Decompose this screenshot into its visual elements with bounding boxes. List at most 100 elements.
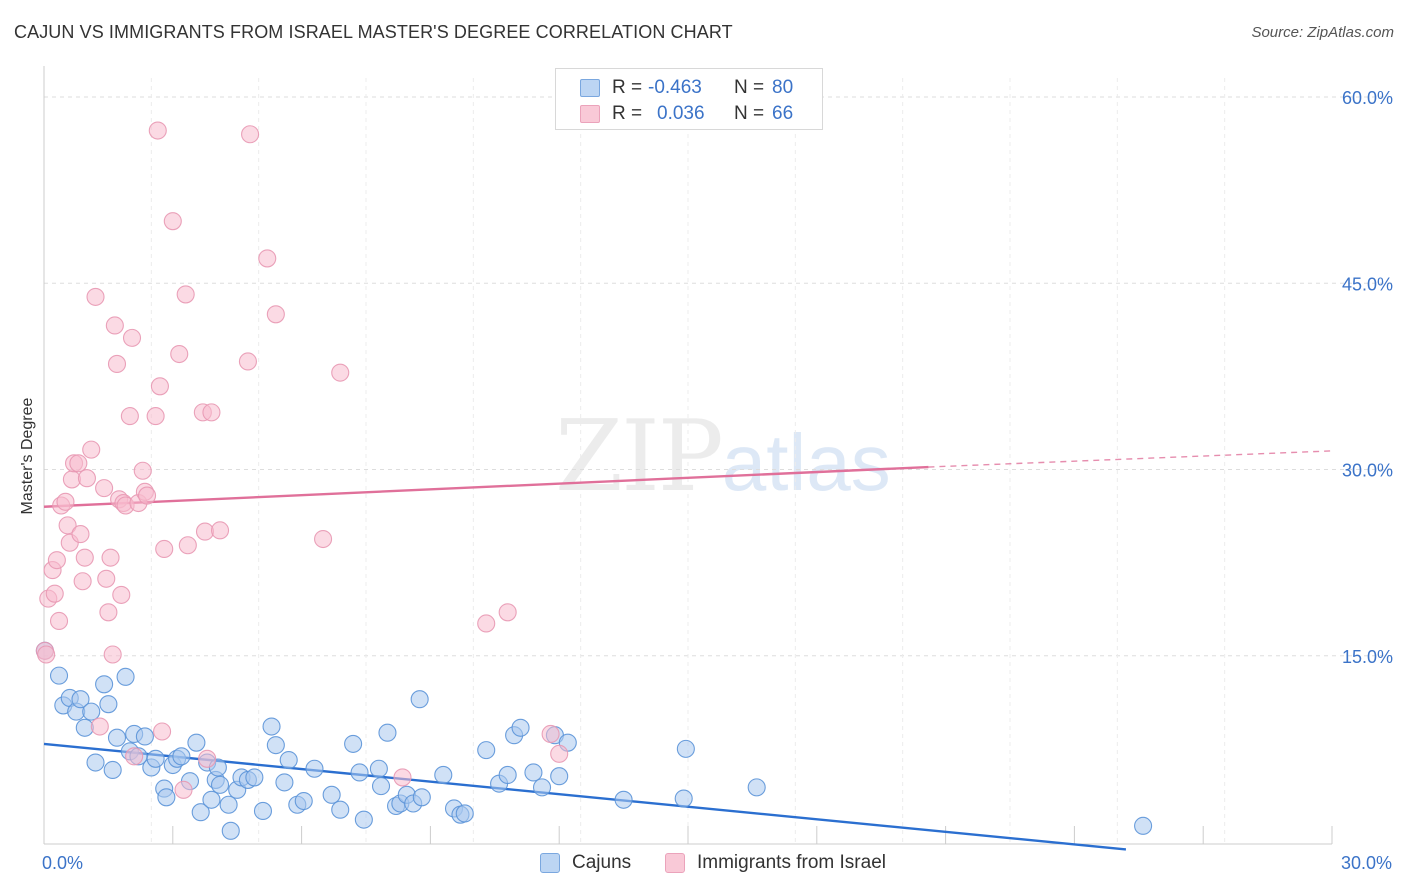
y-tick-label: 15.0% bbox=[1342, 647, 1393, 667]
cajun-point bbox=[187, 733, 206, 752]
axes bbox=[43, 66, 1333, 845]
israel-point bbox=[266, 305, 285, 324]
israel-trend-extension bbox=[928, 450, 1333, 468]
israel-point bbox=[150, 377, 169, 396]
cajun-point bbox=[202, 790, 221, 809]
cajun-point bbox=[676, 739, 695, 758]
israel-point bbox=[258, 249, 277, 268]
gridlines bbox=[44, 78, 1395, 842]
israel-point bbox=[62, 470, 81, 489]
cajun-point bbox=[49, 666, 69, 685]
israel-point bbox=[69, 454, 88, 473]
israel-point bbox=[153, 722, 172, 741]
correlation-legend: R = -0.463 N = 80 R = 0.036 N = 66 bbox=[555, 68, 823, 130]
israel-point bbox=[103, 645, 122, 664]
cajun-point bbox=[245, 768, 264, 787]
x-tick-label: 0.0% bbox=[42, 853, 83, 873]
israel-point bbox=[163, 212, 182, 231]
cajun-point bbox=[344, 734, 363, 753]
y-tick-label: 45.0% bbox=[1342, 274, 1393, 294]
cajun-point bbox=[410, 690, 429, 709]
israel-point bbox=[195, 522, 215, 541]
cajun-point bbox=[86, 753, 105, 772]
cajun-point bbox=[191, 803, 210, 822]
cajun-point bbox=[221, 821, 240, 840]
legend-r-value: 0.036 bbox=[657, 103, 705, 124]
cajun-point bbox=[455, 804, 474, 823]
watermark-light: atlas bbox=[721, 418, 891, 507]
legend-r-label: R = bbox=[612, 103, 643, 124]
israel-point bbox=[73, 572, 92, 591]
israel-point bbox=[155, 539, 174, 559]
cajun-point bbox=[1134, 816, 1153, 835]
israel-point bbox=[82, 440, 101, 459]
cajun-point bbox=[477, 741, 496, 760]
israel-point bbox=[238, 352, 257, 371]
cajun-point bbox=[747, 778, 766, 797]
israel-point bbox=[541, 724, 560, 744]
israel-point bbox=[210, 521, 230, 540]
cajun-point bbox=[99, 695, 118, 714]
israel-point bbox=[77, 469, 96, 488]
cajun-point bbox=[275, 773, 294, 792]
y-tick-label: 30.0% bbox=[1342, 461, 1393, 481]
israel-point bbox=[146, 407, 165, 426]
cajun-point bbox=[262, 717, 281, 736]
cajun-point bbox=[550, 767, 569, 786]
israel-point bbox=[107, 354, 127, 374]
israel-point bbox=[120, 407, 139, 426]
israel-point bbox=[95, 479, 114, 498]
israel-point bbox=[97, 569, 116, 588]
israel-point bbox=[178, 536, 197, 555]
israel-point bbox=[133, 461, 152, 480]
cajun-point bbox=[532, 778, 552, 797]
israel-point bbox=[56, 492, 75, 511]
israel-point bbox=[393, 768, 412, 787]
cajun-point bbox=[253, 801, 273, 821]
israel-trend-line bbox=[43, 465, 929, 508]
legend-n-label: N = bbox=[734, 103, 765, 124]
y-tick-label: 60.0% bbox=[1342, 88, 1393, 108]
cajun-point bbox=[172, 747, 191, 766]
cajun-point bbox=[103, 760, 122, 780]
watermark: ZIPatlas bbox=[555, 400, 891, 514]
cajun-point bbox=[498, 765, 517, 785]
israel-point bbox=[47, 551, 66, 570]
legend-r-label: R = bbox=[612, 77, 643, 98]
legend-swatch-cajuns bbox=[540, 853, 560, 873]
israel-point bbox=[202, 403, 221, 422]
israel-point bbox=[45, 584, 64, 603]
israel-point bbox=[86, 287, 105, 306]
x-tick-label: 30.0% bbox=[1341, 853, 1392, 873]
cajun-point bbox=[511, 718, 530, 737]
israel-point bbox=[176, 285, 195, 304]
israel-point bbox=[37, 645, 56, 664]
cajun-point bbox=[107, 728, 127, 747]
israel-point bbox=[170, 344, 189, 364]
israel-point bbox=[112, 585, 131, 604]
cajun-point bbox=[524, 763, 543, 782]
israel-point bbox=[174, 780, 193, 799]
cajun-point bbox=[157, 788, 176, 807]
israel-point bbox=[477, 614, 496, 633]
data-points bbox=[35, 97, 1153, 840]
cajun-point bbox=[305, 759, 324, 778]
israel-point bbox=[90, 717, 109, 736]
israel-point bbox=[101, 548, 120, 567]
israel-point bbox=[75, 548, 94, 567]
cajun-point bbox=[331, 800, 350, 819]
israel-point bbox=[122, 328, 142, 347]
cajun-point bbox=[354, 810, 373, 829]
cajun-point bbox=[378, 723, 397, 742]
cajun-point bbox=[369, 759, 388, 778]
israel-point bbox=[498, 603, 517, 622]
cajun-point bbox=[412, 788, 431, 807]
legend-swatch-blue bbox=[580, 79, 600, 97]
israel-point bbox=[125, 747, 144, 766]
cajun-point bbox=[95, 675, 114, 694]
cajun-point bbox=[614, 790, 633, 809]
legend-n-value: 66 bbox=[772, 103, 794, 124]
cajun-point bbox=[82, 702, 101, 721]
legend-swatch-pink bbox=[580, 105, 600, 123]
